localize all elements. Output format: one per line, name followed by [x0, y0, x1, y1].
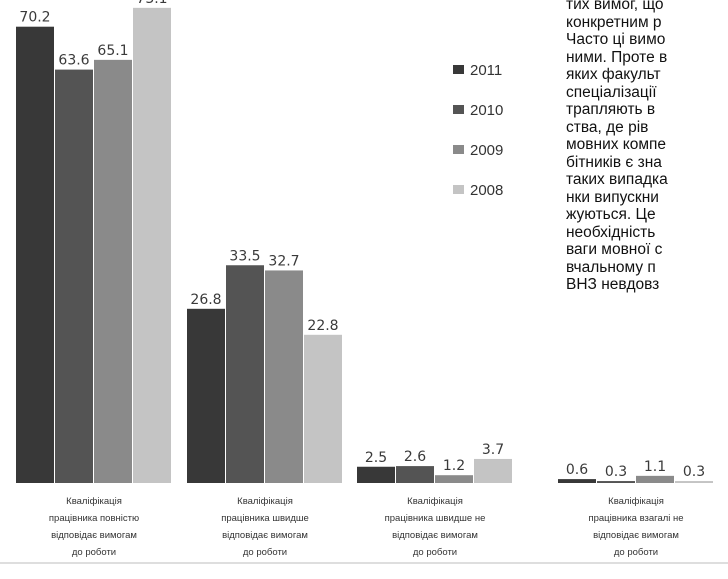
legend-swatch-2011: [453, 65, 464, 74]
value-label-2011-category-2: 26.8: [190, 292, 221, 308]
value-label-2010-category-4: 0.3: [605, 464, 627, 480]
legend-label-2010: 2010: [470, 102, 503, 119]
bar-2008-category-4: [675, 481, 713, 483]
value-label-2010-category-3: 2.6: [404, 449, 426, 465]
value-label-2008-category-3: 3.7: [482, 442, 504, 458]
category-label-4-line-4: до роботи: [614, 547, 658, 558]
category-label-3-line-4: до роботи: [413, 547, 457, 558]
bar-2009-category-4: [636, 475, 674, 483]
legend-label-2008: 2008: [470, 182, 503, 199]
bar-2010-category-4: [597, 481, 635, 483]
bar-2011-category-3: [357, 466, 395, 483]
value-label-2011-category-4: 0.6: [566, 462, 588, 478]
category-label-2-line-3: відповідає вимогам: [222, 530, 308, 541]
bar-2009-category-2: [265, 270, 303, 483]
bar-2011-category-4: [558, 479, 596, 483]
bar-2010-category-3: [396, 466, 434, 483]
value-label-2010-category-1: 63.6: [58, 53, 89, 69]
value-label-2010-category-2: 33.5: [229, 248, 260, 264]
legend-label-2009: 2009: [470, 142, 503, 159]
legend-swatch-2010: [453, 105, 464, 114]
value-label-2009-category-2: 32.7: [268, 253, 299, 269]
category-label-4-line-2: працівника взагалі не: [588, 513, 683, 524]
category-label-1-line-1: Кваліфікація: [66, 496, 122, 507]
category-label-2-line-2: працівника швидше: [221, 513, 309, 524]
value-label-2011-category-3: 2.5: [365, 450, 387, 466]
legend-swatch-2008: [453, 185, 464, 194]
value-labels-layer: 70.2 63.6 65.1 73.1 26.8 33.5 32.7 22.8 2.5 2.6 1.…: [19, 0, 705, 480]
legend-label-2011: 2011: [470, 62, 502, 79]
bar-2008-category-2: [304, 334, 342, 483]
bar-2008-category-3: [474, 458, 512, 483]
bars-layer: [16, 7, 713, 483]
side-text-column: тих вимог, що конкретним р Часто ці вимо…: [566, 0, 668, 293]
category-label-1-line-4: до роботи: [72, 547, 116, 558]
value-label-2008-category-4: 0.3: [683, 464, 705, 480]
category-label-1-line-3: відповідає вимогам: [51, 530, 137, 541]
value-label-2008-category-1: 73.1: [136, 0, 167, 7]
bar-2011-category-2: [187, 308, 225, 483]
bar-2009-category-1: [94, 59, 132, 483]
bar-2010-category-2: [226, 265, 264, 483]
legend: 2011 2010 2009 2008: [453, 62, 503, 199]
value-label-2011-category-1: 70.2: [19, 10, 50, 26]
bar-2008-category-1: [133, 7, 171, 483]
category-label-3-line-2: працівника швидше не: [385, 513, 486, 524]
category-label-1-line-2: працівника повністю: [49, 513, 139, 524]
value-label-2009-category-3: 1.2: [443, 458, 465, 474]
value-label-2008-category-2: 22.8: [307, 318, 338, 334]
category-label-3-line-3: відповідає вимогам: [392, 530, 478, 541]
value-label-2009-category-1: 65.1: [97, 43, 128, 59]
bar-2011-category-1: [16, 26, 54, 483]
category-label-4-line-3: відповідає вимогам: [593, 530, 679, 541]
value-label-2009-category-4: 1.1: [644, 459, 666, 475]
category-label-3-line-1: Кваліфікація: [407, 496, 463, 507]
category-label-2-line-1: Кваліфікація: [237, 496, 293, 507]
bar-2009-category-3: [435, 475, 473, 483]
bar-2010-category-1: [55, 69, 93, 483]
category-labels-layer: Кваліфікація працівника повністю відповіда…: [49, 496, 684, 558]
legend-swatch-2009: [453, 145, 464, 154]
category-label-4-line-1: Кваліфікація: [608, 496, 664, 507]
category-label-2-line-4: до роботи: [243, 547, 287, 558]
